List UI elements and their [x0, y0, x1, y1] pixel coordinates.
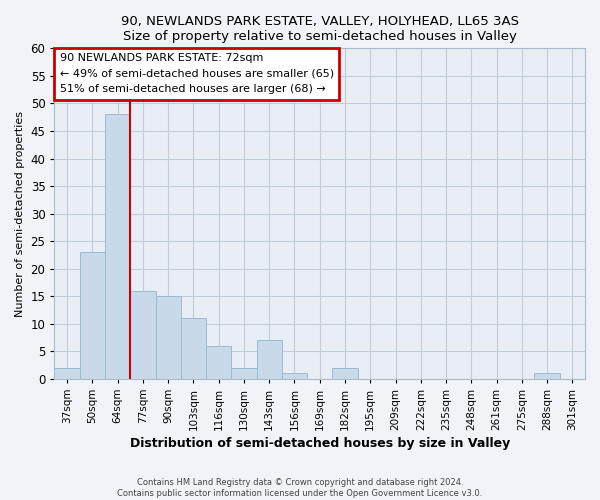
Bar — [282, 374, 307, 379]
Text: 90 NEWLANDS PARK ESTATE: 72sqm
← 49% of semi-detached houses are smaller (65)
51: 90 NEWLANDS PARK ESTATE: 72sqm ← 49% of … — [60, 54, 334, 94]
Bar — [55, 368, 80, 379]
Bar — [206, 346, 232, 379]
Bar — [181, 318, 206, 379]
Bar — [232, 368, 257, 379]
Y-axis label: Number of semi-detached properties: Number of semi-detached properties — [15, 110, 25, 316]
Bar — [332, 368, 358, 379]
Bar — [105, 114, 130, 379]
Title: 90, NEWLANDS PARK ESTATE, VALLEY, HOLYHEAD, LL65 3AS
Size of property relative t: 90, NEWLANDS PARK ESTATE, VALLEY, HOLYHE… — [121, 15, 519, 43]
Bar — [155, 296, 181, 379]
Bar — [257, 340, 282, 379]
Bar — [80, 252, 105, 379]
Text: Contains HM Land Registry data © Crown copyright and database right 2024.
Contai: Contains HM Land Registry data © Crown c… — [118, 478, 482, 498]
Bar — [130, 291, 155, 379]
X-axis label: Distribution of semi-detached houses by size in Valley: Distribution of semi-detached houses by … — [130, 437, 510, 450]
Bar — [535, 374, 560, 379]
